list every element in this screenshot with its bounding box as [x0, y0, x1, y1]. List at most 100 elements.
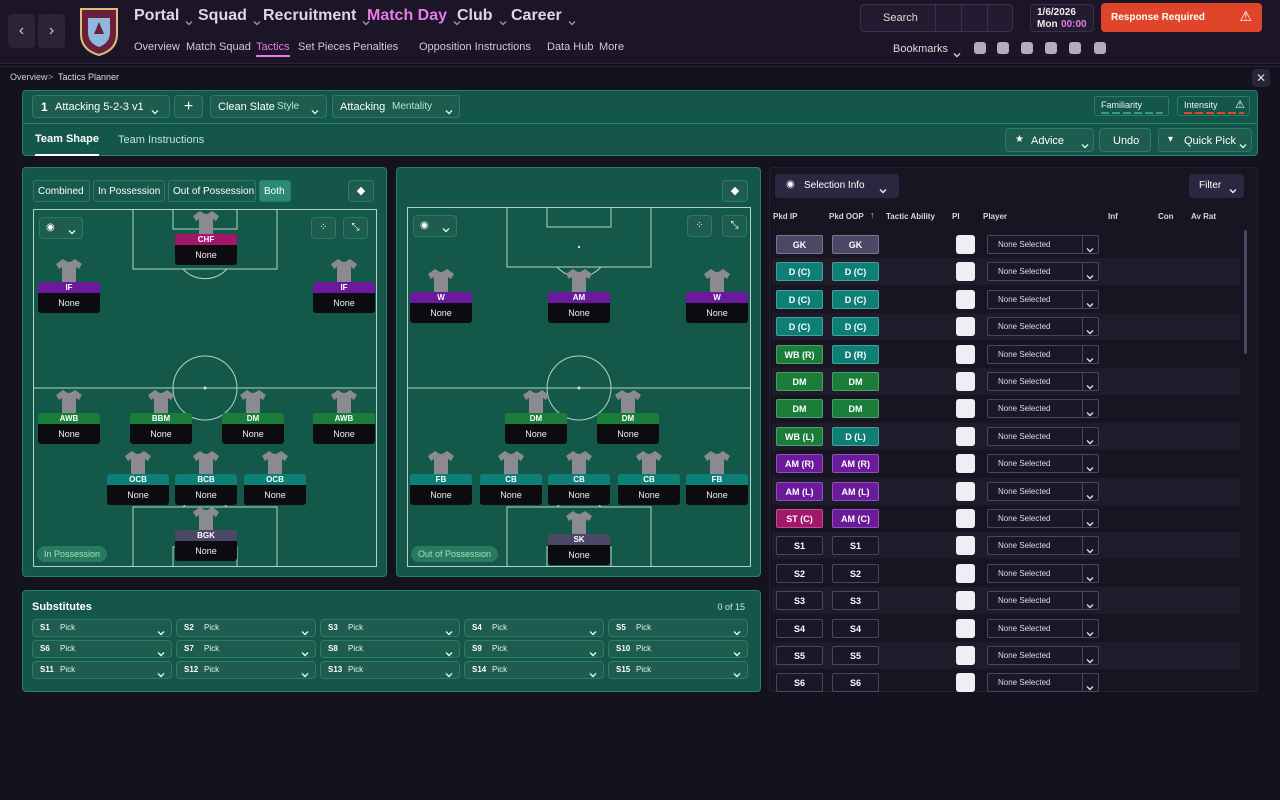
selection-row[interactable]: S1 S1 None Selected [772, 532, 1240, 560]
player-select[interactable]: None Selected [987, 563, 1099, 583]
menu-item[interactable]: Squad [198, 7, 247, 24]
player-select[interactable]: None Selected [987, 454, 1099, 474]
sub-slot[interactable]: S8 Pick [320, 640, 460, 658]
selection-row[interactable]: S3 S3 None Selected [772, 587, 1240, 615]
player-card[interactable]: AWB None [38, 389, 100, 445]
player-instructions-button[interactable] [956, 481, 975, 501]
player-instructions-button[interactable] [956, 344, 975, 364]
player-select[interactable]: None Selected [987, 317, 1099, 337]
player-instructions-button[interactable] [956, 618, 975, 638]
column-header[interactable]: Pkd IP [773, 212, 798, 221]
player-select[interactable]: None Selected [987, 646, 1099, 665]
player-select[interactable]: None Selected [987, 399, 1099, 419]
close-button[interactable]: ✕ [1252, 69, 1270, 87]
player-card[interactable]: CB None [548, 450, 610, 506]
expand-button[interactable]: ⤡ [343, 217, 368, 239]
grid-button[interactable]: ⁘ [311, 217, 336, 239]
player-card[interactable]: FB None [410, 450, 472, 506]
visibility-button[interactable]: ◉ [413, 215, 457, 237]
action-button[interactable]: Undo [1099, 128, 1151, 152]
player-instructions-button[interactable] [956, 372, 975, 391]
pitch-filter[interactable]: Both [259, 180, 291, 202]
selection-row[interactable]: D (C) D (C) None Selected [772, 286, 1240, 313]
player-card[interactable]: BBM None [130, 389, 192, 445]
shortcut-icon[interactable] [1069, 42, 1081, 54]
column-header[interactable]: Inf [1108, 212, 1118, 221]
sub-slot[interactable]: S12 Pick [176, 661, 316, 679]
player-instructions-button[interactable] [956, 317, 975, 337]
column-header[interactable]: Av Rat [1191, 212, 1217, 221]
column-header[interactable]: Con [1158, 212, 1174, 221]
column-header[interactable]: Tactic Ability [886, 212, 935, 221]
column-header[interactable]: Pkd OOP [829, 212, 864, 221]
submenu-item[interactable]: Opposition Instructions [419, 41, 531, 53]
pitch-filter[interactable]: Out of Possession [168, 180, 256, 202]
selection-row[interactable]: DM DM None Selected [772, 395, 1240, 422]
player-select[interactable]: None Selected [987, 426, 1099, 446]
bookmark-button[interactable] [935, 5, 961, 31]
back-button[interactable]: ‹ [8, 14, 35, 48]
sub-slot[interactable]: S7 Pick [176, 640, 316, 658]
action-button[interactable]: Advice ★ [1005, 128, 1094, 152]
player-select[interactable]: None Selected [987, 262, 1099, 282]
player-card[interactable]: CB None [480, 450, 542, 506]
sub-slot[interactable]: S9 Pick [464, 640, 604, 658]
player-card[interactable]: OCB None [107, 450, 169, 506]
player-select[interactable]: None Selected [987, 372, 1099, 391]
player-instructions-button[interactable] [956, 563, 975, 583]
selection-row[interactable]: S2 S2 None Selected [772, 560, 1240, 587]
view-button[interactable]: ◆ [348, 180, 374, 202]
selection-row[interactable]: D (C) D (C) None Selected [772, 313, 1240, 341]
selection-row[interactable]: WB (L) D (L) None Selected [772, 422, 1240, 450]
player-card[interactable]: FB None [686, 450, 748, 506]
selection-row[interactable]: DM DM None Selected [772, 368, 1240, 395]
search-button[interactable]: Search [883, 12, 918, 24]
selection-row[interactable]: WB (R) D (R) None Selected [772, 341, 1240, 368]
bookmarks-button[interactable]: Bookmarks [893, 43, 949, 55]
shortcut-icon[interactable] [997, 42, 1009, 54]
menu-item[interactable]: Career [511, 7, 562, 24]
submenu-item[interactable]: Overview [134, 41, 180, 53]
tactic-select[interactable]: 1 Attacking 5-2-3 v1 [32, 95, 170, 118]
player-instructions-button[interactable] [956, 289, 975, 309]
selection-row[interactable]: S4 S4 None Selected [772, 615, 1240, 642]
selection-row[interactable]: D (C) D (C) None Selected [772, 258, 1240, 286]
menu-item[interactable]: Match Day [367, 7, 448, 24]
familiarity-meter[interactable]: Familiarity [1094, 96, 1169, 116]
player-instructions-button[interactable] [956, 536, 975, 556]
selection-row[interactable]: GK GK None Selected [772, 231, 1240, 258]
player-instructions-button[interactable] [956, 646, 975, 665]
player-card[interactable]: OCB None [244, 450, 306, 506]
view-button[interactable]: ◆ [722, 180, 748, 202]
submenu-item[interactable]: More [599, 41, 625, 53]
player-card[interactable]: CB None [618, 450, 680, 506]
selection-row[interactable]: ST (C) AM (C) None Selected [772, 505, 1240, 532]
player-select[interactable]: None Selected [987, 673, 1099, 693]
player-select[interactable]: None Selected [987, 235, 1099, 254]
player-card[interactable]: IF None [38, 258, 100, 314]
submenu-item[interactable]: Tactics [256, 41, 290, 57]
sub-slot[interactable]: S2 Pick [176, 619, 316, 637]
player-instructions-button[interactable] [956, 426, 975, 446]
settings-button[interactable] [987, 5, 1013, 31]
intensity-meter[interactable]: Intensity ⚠ [1177, 96, 1250, 116]
column-header[interactable]: Player [983, 212, 1008, 221]
response-required-button[interactable]: Response Required ⚠ [1101, 3, 1262, 32]
menu-item[interactable]: Recruitment [263, 7, 357, 24]
selection-row[interactable]: S6 S6 None Selected [772, 669, 1240, 696]
sub-slot[interactable]: S15 Pick [608, 661, 748, 679]
player-instructions-button[interactable] [956, 399, 975, 419]
grid-button[interactable]: ⁘ [687, 215, 712, 237]
style-select[interactable]: Clean Slate Style [210, 95, 327, 118]
add-tactic-button[interactable]: + [174, 95, 203, 118]
forward-button[interactable]: › [38, 14, 65, 48]
tab[interactable]: Team Shape [35, 133, 99, 156]
sub-slot[interactable]: S4 Pick [464, 619, 604, 637]
sub-slot[interactable]: S11 Pick [32, 661, 172, 679]
sub-slot[interactable]: S3 Pick [320, 619, 460, 637]
shortcut-icon[interactable] [1094, 42, 1106, 54]
world-button[interactable] [961, 5, 987, 31]
player-instructions-button[interactable] [956, 673, 975, 693]
player-card[interactable]: DM None [597, 389, 659, 445]
player-card[interactable]: AWB None [313, 389, 375, 445]
